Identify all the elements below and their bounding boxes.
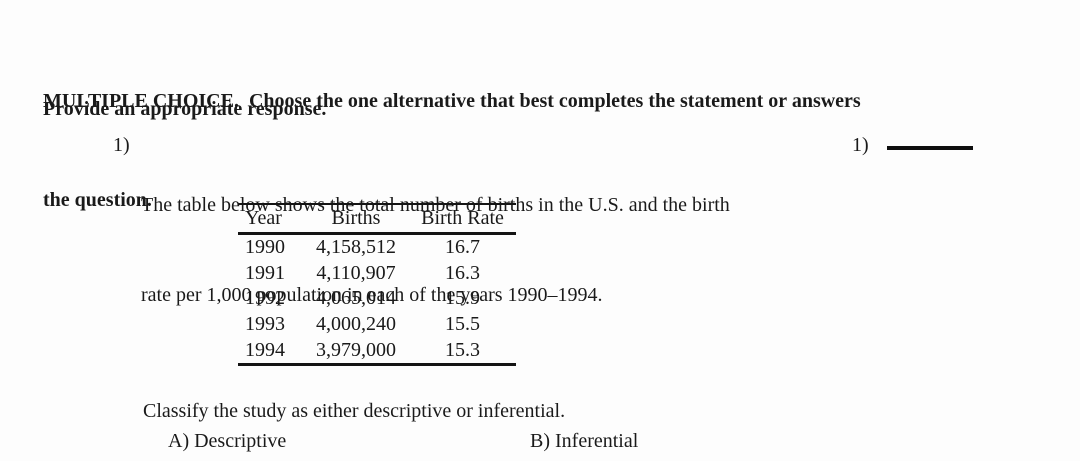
cell-birth-rate: 16.3 xyxy=(445,261,480,284)
births-table: Year Births Birth Rate 1990 4,158,512 16… xyxy=(238,203,516,366)
table-body: 1990 4,158,512 16.7 1991 4,110,907 16.3 … xyxy=(238,235,516,363)
table-row: 1992 4,065,014 15.9 xyxy=(238,286,516,312)
cell-birth-rate: 16.7 xyxy=(445,236,480,259)
option-a-descriptive: A) Descriptive xyxy=(168,430,287,452)
cell-births: 4,158,512 xyxy=(316,236,396,259)
section-instruction: Provide an appropriate response. xyxy=(43,98,327,120)
question-text: The table below shows the total number o… xyxy=(141,130,730,370)
cell-births: 4,000,240 xyxy=(316,313,396,336)
table-header-row: Year Births Birth Rate xyxy=(238,205,516,235)
cell-year: 1994 xyxy=(245,338,285,361)
section-heading-line2: the question. xyxy=(43,189,152,211)
table-header-births: Births xyxy=(331,207,381,229)
cell-birth-rate: 15.3 xyxy=(445,338,480,361)
question-number: 1) xyxy=(113,134,130,156)
cell-year: 1992 xyxy=(245,287,285,310)
answer-blank-line xyxy=(887,146,973,150)
cell-birth-rate: 15.9 xyxy=(445,287,480,310)
table-header-year: Year xyxy=(245,207,282,229)
classify-prompt: Classify the study as either descriptive… xyxy=(143,400,566,422)
cell-births: 3,979,000 xyxy=(316,338,396,361)
cell-year: 1991 xyxy=(245,261,285,284)
section-heading-line1: MULTIPLE CHOICE. Choose the one alternat… xyxy=(43,90,861,112)
option-b-inferential: B) Inferential xyxy=(530,430,639,452)
cell-births: 4,065,014 xyxy=(316,287,396,310)
answer-number: 1) xyxy=(852,134,869,156)
question-text-line1: The table below shows the total number o… xyxy=(141,194,730,216)
question-text-line2: rate per 1,000 population in each of the… xyxy=(141,284,603,306)
cell-year: 1990 xyxy=(245,236,285,259)
cell-year: 1993 xyxy=(245,313,285,336)
table-header-birth-rate: Birth Rate xyxy=(421,207,504,229)
table-row: 1994 3,979,000 15.3 xyxy=(238,337,516,363)
cell-birth-rate: 15.5 xyxy=(445,313,480,336)
section-heading: MULTIPLE CHOICE. Choose the one alternat… xyxy=(43,19,861,283)
table-row: 1991 4,110,907 16.3 xyxy=(238,261,516,287)
cell-births: 4,110,907 xyxy=(316,261,396,284)
table-row: 1990 4,158,512 16.7 xyxy=(238,235,516,261)
table-row: 1993 4,000,240 15.5 xyxy=(238,312,516,338)
